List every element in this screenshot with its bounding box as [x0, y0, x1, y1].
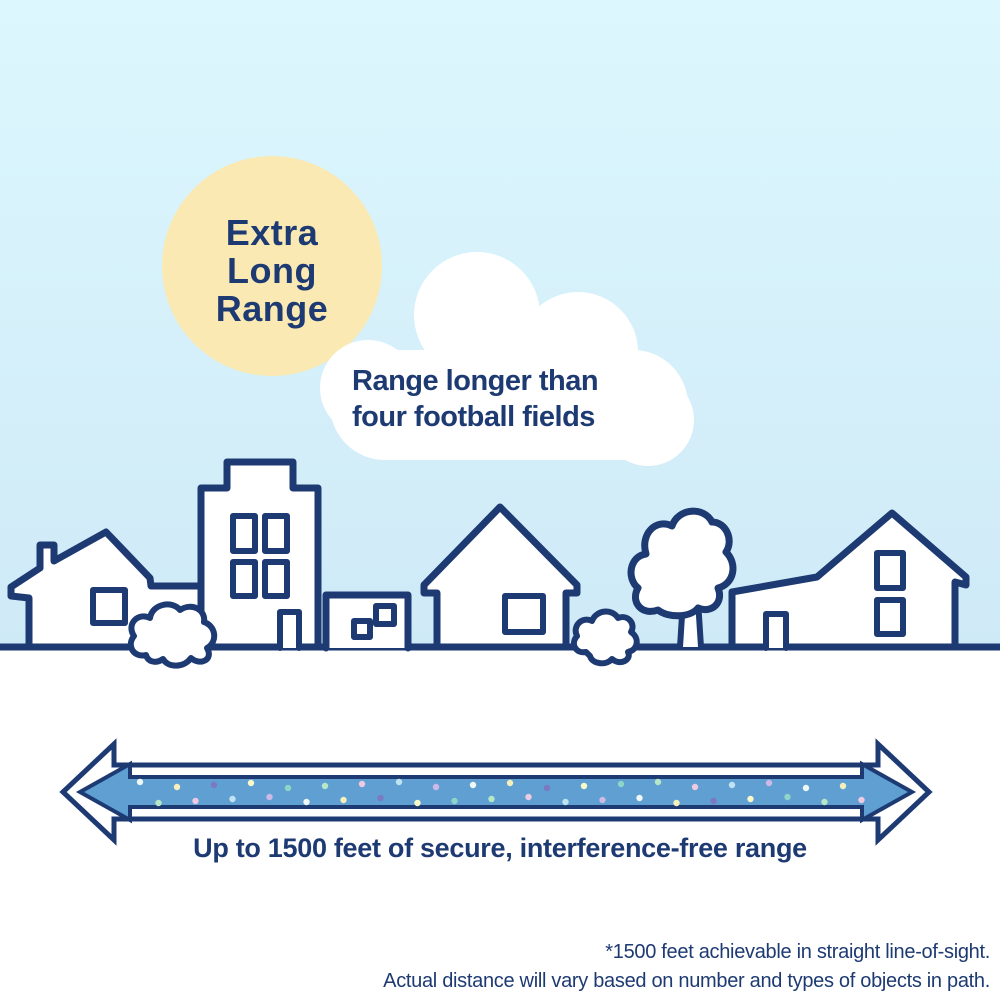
confetti-dot: [580, 782, 588, 790]
confetti-dot: [229, 795, 236, 803]
confetti-dot: [691, 783, 699, 791]
small-building-window-1: [351, 618, 373, 640]
cloud-caption: Range longer than four football fields: [352, 365, 599, 433]
confetti-dot: [173, 783, 181, 791]
confetti-dot: [284, 784, 292, 792]
building-door: [277, 609, 302, 651]
left-house-window: [90, 587, 128, 626]
center-house: [420, 503, 581, 651]
tall-building: [197, 458, 322, 651]
confetti-dot: [728, 781, 736, 789]
confetti-dot: [525, 793, 532, 801]
confetti-dot: [155, 799, 162, 807]
confetti-dot: [617, 780, 625, 788]
confetti-dot: [506, 779, 514, 787]
tree-canopy: [627, 507, 737, 620]
confetti-dot: [210, 781, 218, 789]
right-house: [728, 509, 970, 651]
confetti-dot: [303, 798, 310, 806]
confetti-dot: [358, 780, 366, 788]
confetti-dot: [377, 794, 384, 802]
confetti-dot: [654, 778, 662, 786]
building-window-3: [230, 559, 258, 599]
confetti-dot: [395, 778, 403, 786]
confetti-dot: [432, 783, 440, 791]
confetti-dot: [673, 799, 680, 807]
bush-right: [571, 608, 640, 667]
footnote-text: *1500 feet achievable in straight line-o…: [383, 941, 990, 992]
confetti-dot: [710, 797, 717, 805]
confetti-dot: [599, 796, 606, 804]
range-arrow: [59, 738, 933, 846]
confetti-dot: [821, 798, 828, 806]
confetti-dot: [636, 794, 643, 802]
confetti-dot: [266, 793, 273, 801]
bush-left: [127, 601, 218, 669]
confetti-dot: [858, 796, 865, 804]
confetti-dot: [784, 793, 791, 801]
confetti-dot: [802, 784, 810, 792]
range-arrow-inner: [75, 760, 917, 824]
building-window-1: [230, 513, 258, 554]
range-caption: Up to 1500 feet of secure, interference-…: [193, 833, 807, 863]
center-house-window: [502, 593, 546, 635]
confetti-dot: [340, 796, 347, 804]
confetti-dot: [451, 797, 458, 805]
building-window-4: [262, 559, 290, 599]
building-window-2: [262, 513, 290, 554]
confetti-dot: [192, 797, 199, 805]
confetti-dot: [414, 799, 421, 807]
confetti-dot: [765, 779, 773, 787]
confetti-dot: [321, 782, 329, 790]
small-building-window-2: [373, 603, 397, 627]
cloud-shape: [320, 252, 694, 466]
confetti-dot: [488, 795, 495, 803]
skyline-illustration: [0, 458, 1000, 669]
range-arrow-dots: [136, 778, 865, 807]
confetti-dot: [562, 798, 569, 806]
sun-shape: [162, 156, 382, 376]
confetti-dot: [747, 795, 754, 803]
right-house-door: [763, 611, 789, 651]
confetti-dot: [839, 782, 847, 790]
extra-long-range-label: Extra Long Range: [215, 212, 329, 329]
confetti-dot: [136, 778, 144, 786]
right-house-window-1: [874, 550, 906, 591]
confetti-dot: [247, 779, 255, 787]
right-house-window-2: [874, 597, 906, 637]
confetti-dot: [469, 781, 477, 789]
confetti-dot: [543, 784, 551, 792]
